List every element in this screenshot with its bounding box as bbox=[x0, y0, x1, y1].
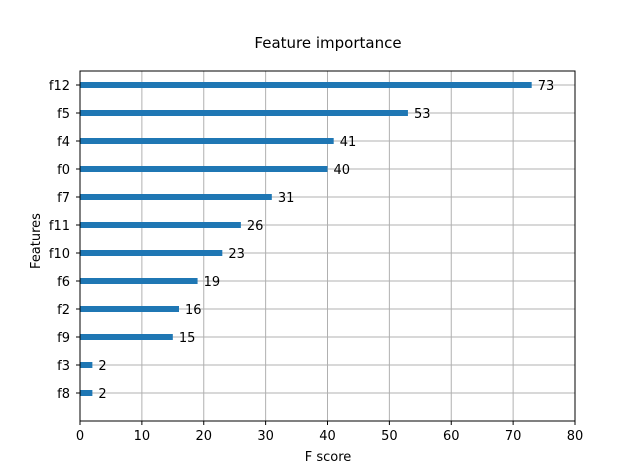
bar bbox=[80, 194, 272, 200]
bar bbox=[80, 278, 198, 284]
y-tick-label: f12 bbox=[49, 79, 70, 94]
y-axis-label: Features bbox=[29, 213, 44, 269]
bar bbox=[80, 82, 532, 88]
data-label: 2 bbox=[98, 359, 106, 374]
bar bbox=[80, 390, 93, 396]
x-tick-label: 40 bbox=[319, 429, 336, 444]
bars bbox=[80, 82, 532, 396]
bar bbox=[80, 110, 408, 116]
x-tick-label: 50 bbox=[381, 429, 398, 444]
chart-title: Feature importance bbox=[254, 34, 401, 52]
y-tick-label: f3 bbox=[57, 359, 70, 374]
bar bbox=[80, 222, 241, 228]
data-label: 31 bbox=[278, 191, 295, 206]
y-tick-label: f11 bbox=[49, 219, 70, 234]
data-label: 73 bbox=[538, 79, 555, 94]
x-tick-label: 10 bbox=[134, 429, 151, 444]
bar bbox=[80, 138, 334, 144]
data-label: 53 bbox=[414, 107, 431, 122]
x-tick-label: 80 bbox=[567, 429, 584, 444]
data-label: 15 bbox=[179, 331, 196, 346]
x-tick-label: 20 bbox=[195, 429, 212, 444]
y-tick-label: f2 bbox=[57, 303, 70, 318]
x-tick-label: 30 bbox=[257, 429, 274, 444]
y-tick-label: f4 bbox=[57, 135, 70, 150]
x-axis-label: F score bbox=[305, 450, 352, 465]
axes-frame bbox=[79, 70, 576, 422]
y-tick-label: f9 bbox=[57, 331, 70, 346]
y-tick-label: f6 bbox=[57, 275, 70, 290]
x-tick-label: 60 bbox=[443, 429, 460, 444]
x-tick-label: 70 bbox=[505, 429, 522, 444]
data-label: 26 bbox=[247, 219, 264, 234]
y-tick-label: f10 bbox=[49, 247, 70, 262]
bar bbox=[80, 306, 179, 312]
bar bbox=[80, 166, 328, 172]
data-label: 41 bbox=[340, 135, 357, 150]
bar bbox=[80, 250, 223, 256]
bar bbox=[80, 334, 173, 340]
data-label: 16 bbox=[185, 303, 202, 318]
y-tick-label: f8 bbox=[57, 387, 70, 402]
data-label: 40 bbox=[334, 163, 351, 178]
tick-labels: 0 10 20 30 40 50 60 70 80 f12 f5 f4 f0 f7 f11 f10 f6 f2 f9… bbox=[49, 79, 583, 444]
y-tick-label: f0 bbox=[57, 163, 70, 178]
data-label: 23 bbox=[228, 247, 245, 262]
x-tick-label: 0 bbox=[76, 429, 84, 444]
y-tick-label: f7 bbox=[57, 191, 70, 206]
data-label: 19 bbox=[204, 275, 221, 290]
bar bbox=[80, 362, 93, 368]
data-label: 2 bbox=[98, 387, 106, 402]
y-tick-label: f5 bbox=[57, 107, 70, 122]
